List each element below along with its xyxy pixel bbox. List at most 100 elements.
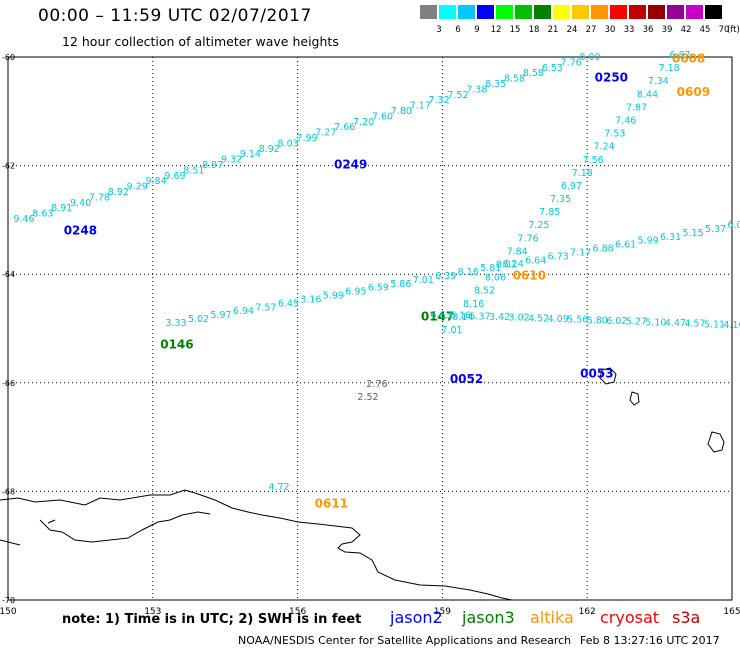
wave-height-value: 7.76 — [517, 233, 538, 244]
legend-altika: altika — [530, 608, 574, 627]
wave-height-value: 5.02 — [188, 314, 209, 325]
wave-height-value: 6.53 — [542, 63, 563, 74]
wave-height-value: 3.42 — [489, 312, 510, 323]
wave-height-value: 9.40 — [70, 198, 91, 209]
track-label: 0249 — [334, 157, 367, 171]
scale-tick: 27 — [585, 25, 597, 35]
scale-swatch — [610, 5, 627, 19]
lat-tick-label: -60 — [2, 53, 15, 62]
legend-jason3: jason3 — [462, 608, 515, 627]
track-label: 0052 — [450, 372, 483, 386]
wave-height-value: 8.16 — [458, 267, 479, 278]
notes-text: note: 1) Time is in UTC; 2) SWH is in fe… — [62, 612, 362, 627]
wave-height-value: 6.02 — [606, 316, 627, 327]
wave-height-value: 3.16 — [300, 294, 321, 305]
wave-height-value: 7.87 — [626, 102, 647, 113]
wave-height-value: 5.11 — [704, 319, 725, 330]
wave-height-value: 8.14 — [452, 312, 473, 323]
wave-height-value: 8.92 — [108, 187, 129, 198]
legend-jason2: jason2 — [390, 608, 443, 627]
lon-tick-label: 153 — [144, 607, 161, 617]
track-label: 0248 — [64, 224, 97, 238]
wave-height-value: 6.64 — [525, 255, 546, 266]
wave-height-value: 5.56 — [567, 315, 588, 326]
scale-swatch — [553, 5, 570, 19]
wave-height-value: 7.57 — [255, 302, 276, 313]
scale-tick: 6 — [455, 25, 461, 35]
wave-height-value: 8.52 — [474, 286, 495, 297]
wave-height-value: 7.60 — [372, 111, 393, 122]
wave-height-value: 4.47 — [665, 318, 686, 329]
wave-height-value: 7.52 — [447, 90, 468, 101]
wave-height-value: 6.87 — [669, 50, 690, 61]
coastline — [0, 367, 725, 601]
wave-height-value: 8.44 — [637, 89, 658, 100]
wave-height-value: 7.76 — [561, 57, 582, 68]
wave-height-value: 8.51 — [183, 165, 204, 176]
wave-height-value: 8.58 — [523, 68, 544, 79]
wave-height-value: 7.35 — [550, 194, 571, 205]
scale-tick: 18 — [528, 25, 540, 35]
wave-height-value: 8.91 — [51, 203, 72, 214]
wave-height-value: 7.32 — [428, 95, 449, 106]
wave-height-value: 6.94 — [233, 306, 254, 317]
scale-tick: 9 — [474, 25, 480, 35]
scale-swatch — [686, 5, 703, 19]
wave-height-value: 7.24 — [593, 142, 614, 153]
wave-height-value: 5.99 — [323, 291, 344, 302]
scale-tick: 39 — [661, 25, 673, 35]
track-label: 0609 — [677, 85, 710, 99]
scale-swatch — [534, 5, 551, 19]
scale-tick: 36 — [642, 25, 654, 35]
wave-height-value: 7.01 — [441, 325, 462, 336]
track-label: 0611 — [315, 497, 348, 511]
wave-height-value: 8.01 — [496, 260, 517, 271]
lat-tick-label: -70 — [2, 596, 15, 605]
wave-height-value: 6.63 — [430, 310, 451, 321]
scale-tick: 45 — [699, 25, 711, 35]
generated-timestamp: Feb 8 13:27:16 UTC 2017 — [580, 634, 720, 647]
wave-height-value: 7.17 — [410, 101, 431, 112]
wave-height-value: 7.84 — [507, 246, 528, 257]
wave-height-value: 7.99 — [296, 133, 317, 144]
wave-height-value: 8.92 — [259, 144, 280, 155]
lon-tick-label: 162 — [579, 607, 596, 617]
wave-height-value: 7.80 — [391, 106, 412, 117]
scale-swatch — [591, 5, 608, 19]
wave-height-value: 7.20 — [353, 117, 374, 128]
track-label: 0147 — [421, 309, 454, 323]
lat-tick-label: -62 — [2, 162, 15, 171]
wave-height-value: 7.85 — [539, 207, 560, 218]
wave-height-value: 4.10 — [723, 320, 740, 331]
scale-unit: (ft) — [727, 25, 740, 35]
wave-height-value: 6.31 — [660, 232, 681, 243]
scale-tick: 24 — [566, 25, 578, 35]
graticule: 150 153 156 159 162 165 -60 -62 -64 -66 -68 -70 — [0, 53, 740, 617]
track-label: 0053 — [580, 366, 613, 380]
wave-height-value: 5.86 — [390, 279, 411, 290]
scale-tick: 21 — [547, 25, 559, 35]
wave-height-value: 6.07 — [727, 220, 740, 231]
wave-height-value: 9.14 — [240, 149, 261, 160]
scale-swatch — [705, 5, 722, 19]
wave-height-value: 6.95 — [345, 287, 366, 298]
wave-height-value: 2.76 — [366, 379, 387, 390]
wave-height-value: 6.97 — [561, 181, 582, 192]
scale-swatch — [477, 5, 494, 19]
wave-height-value: 7.78 — [89, 192, 110, 203]
wave-height-value: 6.73 — [548, 251, 569, 262]
scale-swatch — [629, 5, 646, 19]
wave-height-value: 6.61 — [615, 240, 636, 251]
scale-tick: 33 — [623, 25, 635, 35]
wave-height-value: 4.09 — [548, 314, 569, 325]
wave-height-value: 5.97 — [210, 310, 231, 321]
wave-height-value: 7.27 — [315, 128, 336, 139]
island-2 — [629, 391, 640, 406]
scale-tick: 30 — [604, 25, 616, 35]
wave-height-value: 8.63 — [32, 209, 53, 220]
wave-height-value: 5.37 — [705, 224, 726, 235]
wave-height-value: 8.00 — [579, 52, 600, 63]
legend-cryosat: cryosat — [600, 608, 660, 627]
track-label: 0608 — [672, 51, 705, 65]
wave-height-value: 5.80 — [587, 315, 608, 326]
